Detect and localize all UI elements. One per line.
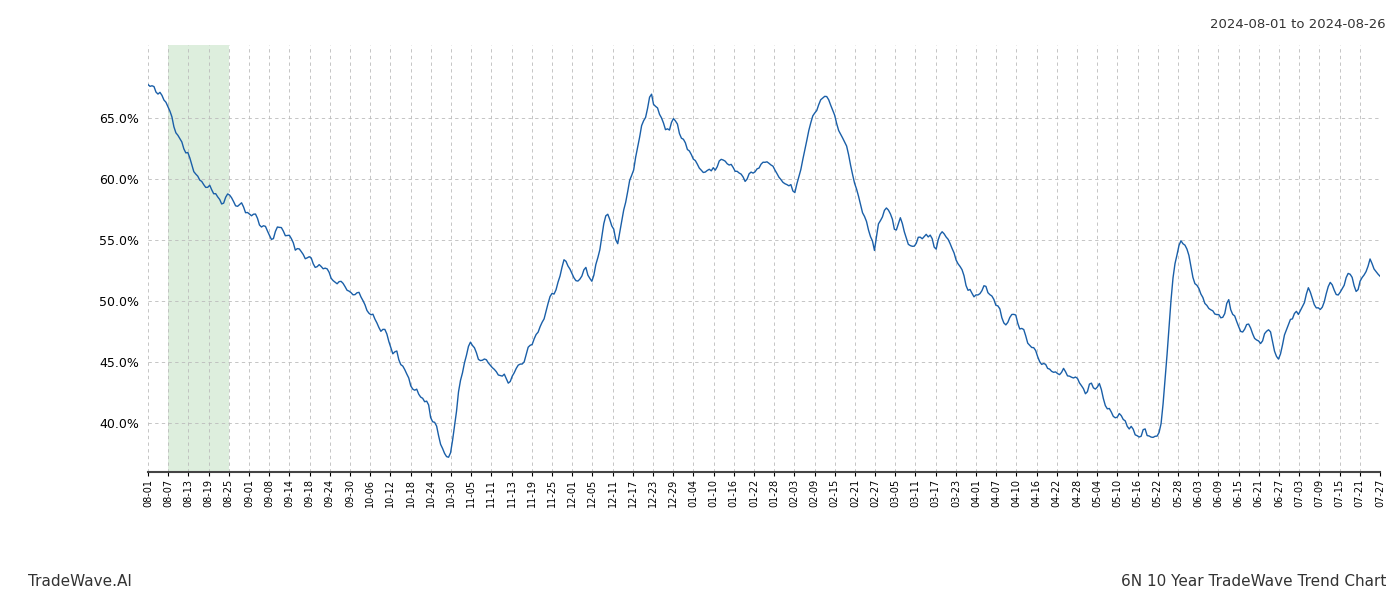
Text: 6N 10 Year TradeWave Trend Chart: 6N 10 Year TradeWave Trend Chart — [1120, 574, 1386, 589]
Text: 2024-08-01 to 2024-08-26: 2024-08-01 to 2024-08-26 — [1211, 18, 1386, 31]
Text: TradeWave.AI: TradeWave.AI — [28, 574, 132, 589]
Bar — [168, 45, 228, 472]
